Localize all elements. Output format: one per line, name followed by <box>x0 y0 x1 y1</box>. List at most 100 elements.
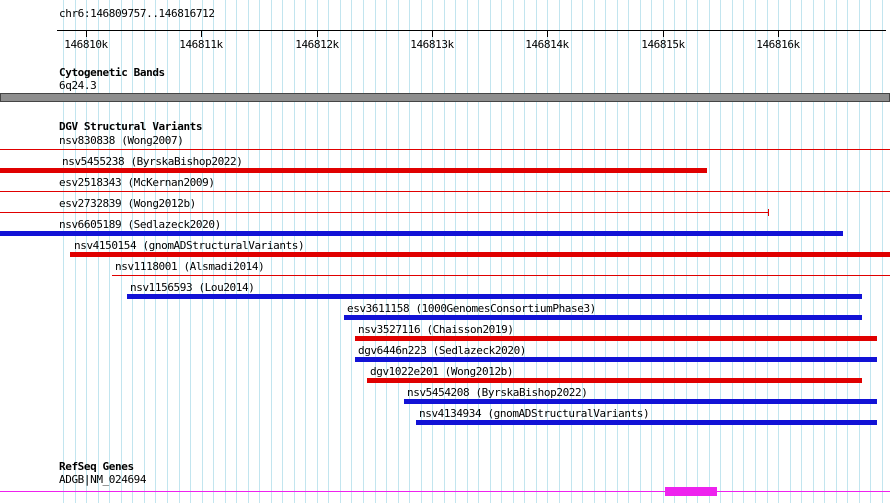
cytoband-bar <box>0 93 890 102</box>
grid-line <box>720 0 722 503</box>
grid-line <box>305 0 307 503</box>
ruler-tick-label: 146810k <box>64 38 108 51</box>
variant-label[interactable]: nsv5454208 (ByrskaBishop2022) <box>407 386 588 399</box>
section-title-cytogenetic-bands: Cytogenetic Bands <box>59 66 165 79</box>
grid-line <box>362 0 364 503</box>
variant-label[interactable]: nsv3527116 (Chaisson2019) <box>358 323 514 336</box>
grid-line <box>397 0 399 503</box>
variant-bar[interactable] <box>367 378 862 383</box>
grid-line <box>328 0 330 503</box>
grid-line <box>97 0 99 503</box>
variant-label[interactable]: esv2518343 (McKernan2009) <box>59 176 215 189</box>
variant-label[interactable]: nsv1118001 (Alsmadi2014) <box>115 260 265 273</box>
grid-line <box>639 0 641 503</box>
grid-line <box>224 0 226 503</box>
variant-label[interactable]: esv3611158 (1000GenomesConsortiumPhase3) <box>347 302 596 315</box>
ruler-tick-label: 146811k <box>179 38 223 51</box>
grid-line <box>155 0 157 503</box>
variant-bar[interactable] <box>0 231 843 236</box>
grid-line <box>409 0 411 503</box>
variant-bar[interactable] <box>0 212 768 213</box>
variant-bar[interactable] <box>0 191 890 192</box>
grid-line <box>743 0 745 503</box>
grid-line <box>593 0 595 503</box>
grid-line <box>166 0 168 503</box>
grid-line <box>109 0 111 503</box>
ruler-tick-label: 146815k <box>641 38 685 51</box>
variant-label[interactable]: nsv6605189 (Sedlazeck2020) <box>59 218 221 231</box>
ruler-tick-label: 146814k <box>525 38 569 51</box>
grid-line <box>766 0 768 503</box>
grid-line <box>86 0 88 503</box>
grid-line <box>558 0 560 503</box>
grid-line <box>801 0 803 503</box>
grid-line <box>374 0 376 503</box>
ruler-line <box>57 30 886 31</box>
gene-intron-line[interactable] <box>0 491 890 492</box>
grid-line <box>674 0 676 503</box>
grid-line <box>755 0 756 503</box>
ruler-tick <box>432 30 433 37</box>
region-coordinates: chr6:146809757..146816712 <box>59 7 215 20</box>
variant-label[interactable]: esv2732839 (Wong2012b) <box>59 197 196 210</box>
grid-line <box>386 0 388 503</box>
variant-bar[interactable] <box>416 420 877 425</box>
ruler-tick-label: 146816k <box>756 38 800 51</box>
grid-line <box>178 0 180 503</box>
grid-line <box>443 0 445 503</box>
variant-bar[interactable] <box>344 315 862 320</box>
grid-line <box>489 0 491 503</box>
variant-label[interactable]: nsv4134934 (gnomADStructuralVariants) <box>419 407 650 420</box>
grid-line <box>420 0 422 503</box>
grid-line <box>524 0 526 503</box>
variant-label[interactable]: nsv830838 (Wong2007) <box>59 134 184 147</box>
variant-bar[interactable] <box>355 357 877 362</box>
variant-bar[interactable] <box>355 336 877 341</box>
grid-line <box>455 0 457 503</box>
grid-line <box>478 0 480 503</box>
grid-line <box>605 0 607 503</box>
variant-label[interactable]: nsv1156593 (Lou2014) <box>130 281 255 294</box>
grid-line <box>63 0 65 503</box>
grid-line <box>339 0 341 503</box>
grid-line <box>190 0 192 503</box>
gene-exon-box[interactable] <box>665 487 717 496</box>
grid-line <box>351 0 353 503</box>
grid-line <box>628 0 630 503</box>
ruler-tick-label: 146813k <box>410 38 454 51</box>
section-title-dgv-structural-variants: DGV Structural Variants <box>59 120 203 133</box>
grid-line <box>824 0 826 503</box>
grid-line <box>282 0 284 503</box>
variant-bar[interactable] <box>404 399 877 404</box>
grid-line <box>270 0 272 503</box>
grid-line <box>835 0 837 503</box>
gene-label[interactable]: ADGB|NM_024694 <box>59 473 147 486</box>
grid-line <box>247 0 249 503</box>
ruler-tick <box>663 30 664 37</box>
grid-line <box>847 0 849 503</box>
grid-line <box>132 0 134 503</box>
variant-end-tick <box>768 209 769 216</box>
grid-line <box>432 0 434 503</box>
grid-line <box>570 0 572 503</box>
ruler-tick <box>86 30 87 37</box>
grid-line <box>512 0 514 503</box>
ruler-tick <box>201 30 202 37</box>
variant-label[interactable]: nsv4150154 (gnomADStructuralVariants) <box>74 239 305 252</box>
section-title-refseq-genes: RefSeq Genes <box>59 460 134 473</box>
grid-line <box>812 0 814 503</box>
variant-label[interactable]: dgv1022e201 (Wong2012b) <box>370 365 514 378</box>
variant-bar[interactable] <box>70 252 890 257</box>
variant-bar[interactable] <box>112 275 890 276</box>
variant-bar[interactable] <box>0 168 707 173</box>
variant-bar[interactable] <box>0 149 890 150</box>
variant-label[interactable]: nsv5455238 (ByrskaBishop2022) <box>62 155 243 168</box>
variant-bar[interactable] <box>127 294 862 299</box>
variant-label[interactable]: dgv6446n223 (Sedlazeck2020) <box>358 344 527 357</box>
grid-line <box>547 0 549 503</box>
cytoband-label: 6q24.3 <box>59 79 97 92</box>
grid-line <box>858 0 860 503</box>
grid-line <box>881 0 883 503</box>
grid-line <box>697 0 699 503</box>
grid-line <box>120 0 122 503</box>
